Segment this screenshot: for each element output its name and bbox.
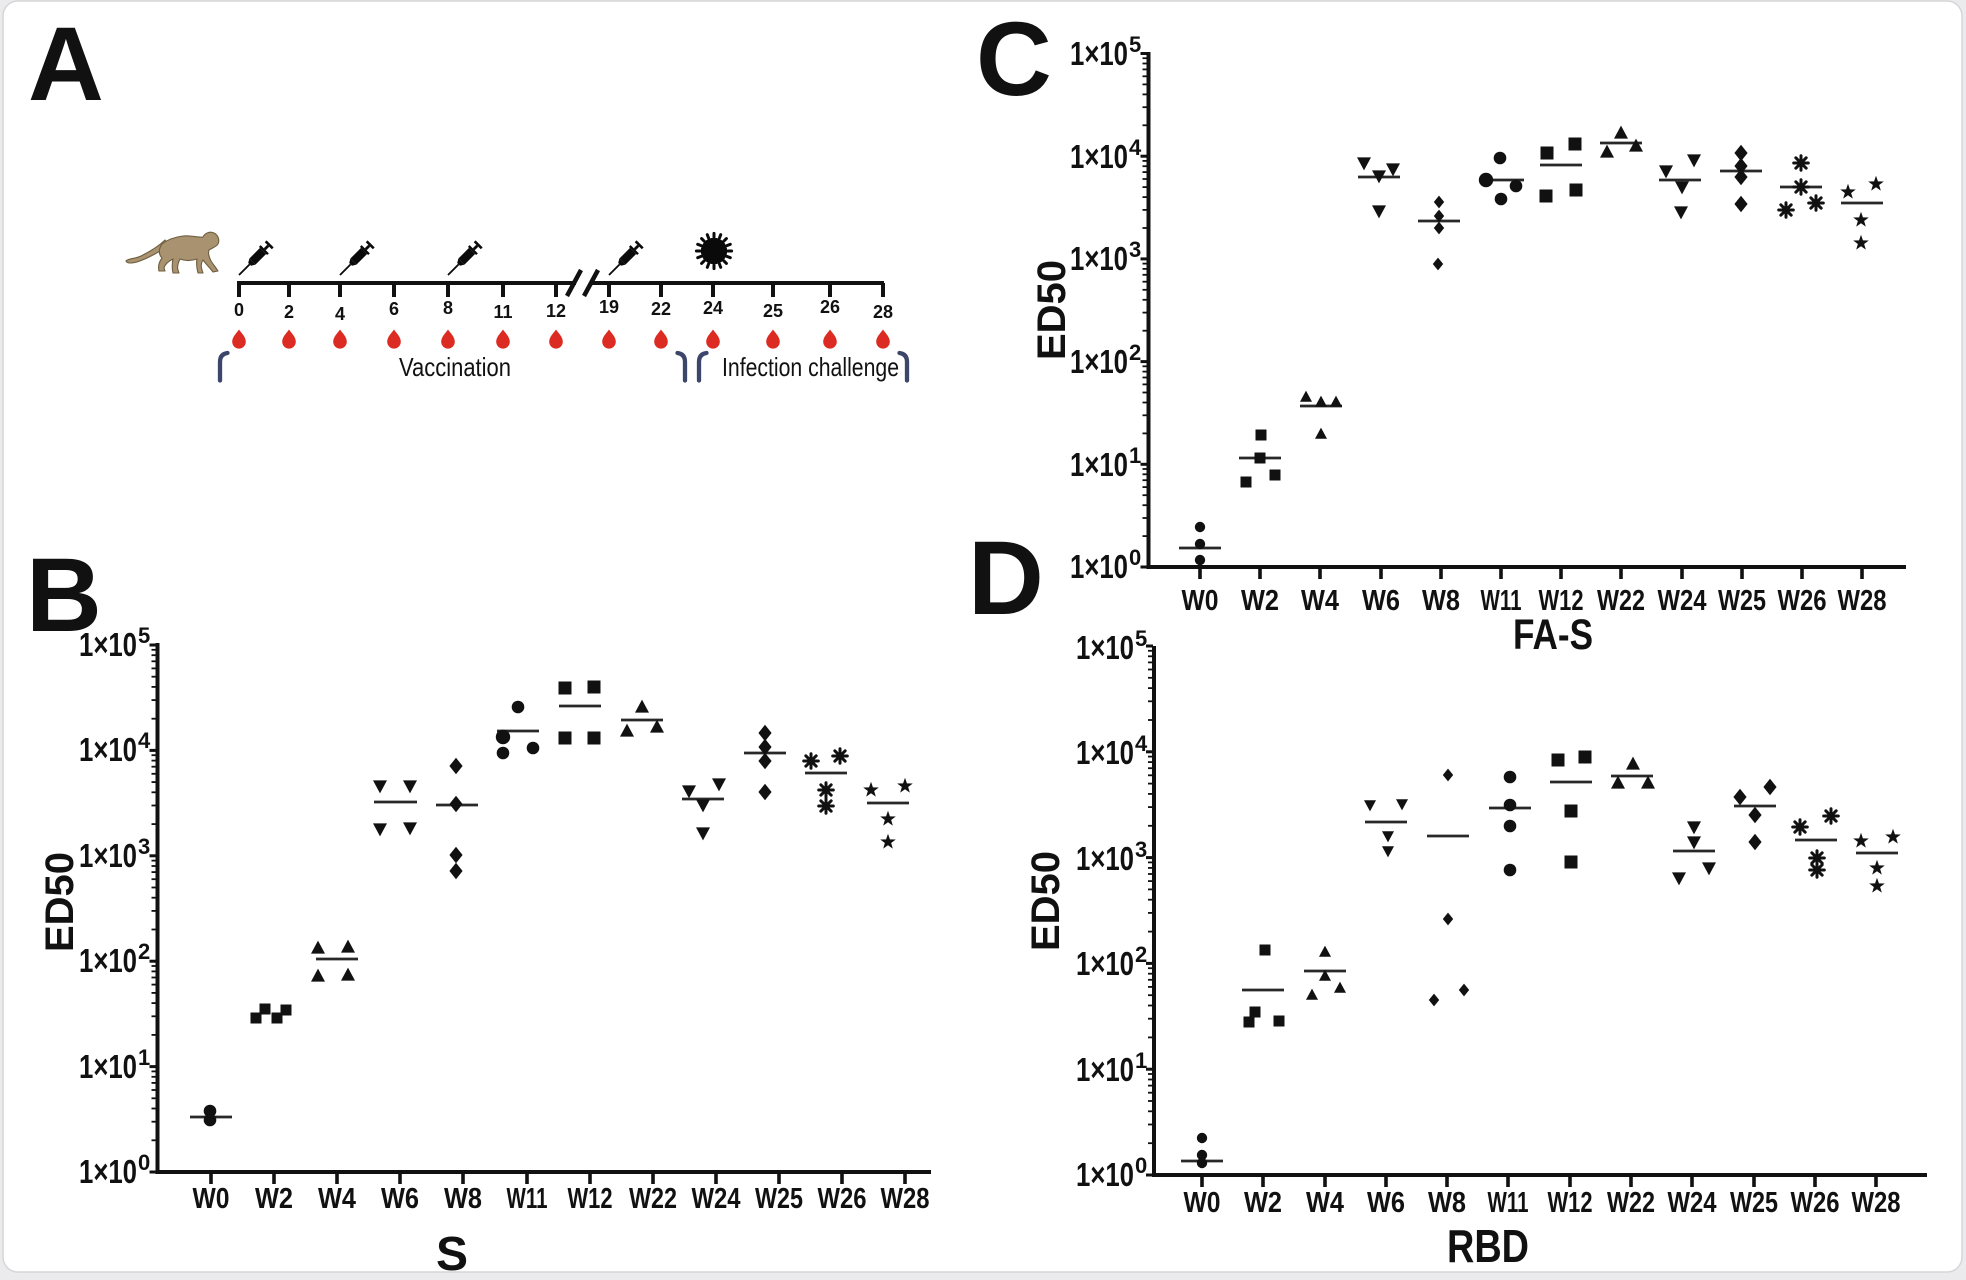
svg-text:Infection challenge: Infection challenge [722,352,899,382]
svg-text:W4: W4 [318,1183,356,1215]
svg-text:3: 3 [138,834,150,859]
svg-text:2: 2 [284,302,294,322]
svg-text:W8: W8 [1428,1187,1466,1219]
svg-text:24: 24 [703,298,723,318]
svg-text:W11: W11 [507,1183,548,1215]
svg-text:W26: W26 [1778,585,1827,617]
svg-text:S: S [436,1228,468,1280]
svg-text:W25: W25 [1730,1187,1778,1219]
svg-text:1: 1 [1129,443,1141,468]
svg-text:D: D [968,520,1044,637]
svg-text:0: 0 [234,300,244,320]
svg-text:1×10: 1×10 [1076,840,1134,877]
svg-text:28: 28 [873,302,893,322]
svg-text:1×10: 1×10 [79,731,137,768]
svg-text:4: 4 [1129,135,1142,160]
svg-text:W0: W0 [1182,585,1219,617]
svg-text:4: 4 [138,728,151,753]
svg-text:1×10: 1×10 [1070,240,1128,277]
svg-text:W0: W0 [1184,1187,1221,1219]
svg-text:1×10: 1×10 [79,1153,137,1190]
svg-text:A: A [28,6,104,123]
svg-text:W26: W26 [1791,1187,1840,1219]
svg-text:4: 4 [1135,731,1148,756]
svg-text:ED50: ED50 [1030,260,1074,360]
svg-text:W25: W25 [755,1183,803,1215]
svg-text:W24: W24 [1668,1187,1717,1219]
svg-text:W12: W12 [568,1183,613,1215]
svg-text:1×10: 1×10 [1076,629,1134,666]
svg-text:W28: W28 [1838,585,1887,617]
svg-text:1×10: 1×10 [79,837,137,874]
svg-text:B: B [26,537,102,654]
svg-text:1×10: 1×10 [1076,734,1134,771]
svg-text:0: 0 [1135,1153,1147,1178]
svg-text:22: 22 [651,299,671,319]
svg-text:2: 2 [1129,340,1141,365]
svg-text:W22: W22 [1597,585,1645,617]
svg-text:0: 0 [1129,545,1141,570]
svg-text:2: 2 [138,939,150,964]
svg-text:1×10: 1×10 [1076,945,1134,982]
svg-text:1×10: 1×10 [1070,343,1128,380]
svg-text:4: 4 [335,304,345,324]
svg-text:W6: W6 [381,1183,419,1215]
svg-text:W6: W6 [1362,585,1400,617]
svg-text:ED50: ED50 [1024,851,1068,951]
svg-text:W11: W11 [1488,1187,1529,1219]
svg-text:W12: W12 [1548,1187,1593,1219]
svg-text:1×10: 1×10 [79,942,137,979]
svg-text:W2: W2 [1244,1187,1282,1219]
svg-text:1×10: 1×10 [1070,35,1128,72]
svg-text:1×10: 1×10 [1070,446,1128,483]
svg-text:W24: W24 [692,1183,741,1215]
svg-text:1×10: 1×10 [1070,138,1128,175]
svg-text:W28: W28 [1852,1187,1901,1219]
svg-text:RBD: RBD [1447,1220,1529,1272]
svg-text:8: 8 [443,298,453,318]
svg-text:1×10: 1×10 [1076,1156,1134,1193]
svg-text:5: 5 [138,623,150,648]
svg-text:W24: W24 [1658,585,1707,617]
svg-text:FA-S: FA-S [1513,611,1593,659]
svg-text:1: 1 [1135,1048,1147,1073]
svg-text:3: 3 [1129,237,1141,262]
svg-text:11: 11 [493,302,512,322]
svg-text:25: 25 [763,301,783,321]
svg-text:W6: W6 [1367,1187,1405,1219]
svg-text:3: 3 [1135,837,1147,862]
svg-text:1×10: 1×10 [1076,1051,1134,1088]
svg-text:W4: W4 [1306,1187,1344,1219]
svg-text:1: 1 [138,1045,150,1070]
svg-text:1×10: 1×10 [79,626,137,663]
svg-text:2: 2 [1135,942,1147,967]
svg-text:1×10: 1×10 [1070,548,1128,585]
svg-text:W0: W0 [193,1183,230,1215]
svg-text:W2: W2 [1241,585,1279,617]
svg-text:6: 6 [389,299,399,319]
svg-text:1×10: 1×10 [79,1048,137,1085]
svg-text:W2: W2 [255,1183,293,1215]
svg-text:W4: W4 [1301,585,1339,617]
svg-text:19: 19 [599,297,619,317]
svg-text:W12: W12 [1539,585,1584,617]
svg-text:26: 26 [820,297,840,317]
svg-text:W22: W22 [629,1183,677,1215]
svg-text:W22: W22 [1607,1187,1655,1219]
svg-text:12: 12 [546,301,566,321]
svg-text:0: 0 [138,1150,150,1175]
svg-text:W28: W28 [881,1183,930,1215]
svg-text:C: C [976,1,1052,118]
svg-text:W25: W25 [1718,585,1766,617]
svg-text:5: 5 [1129,32,1141,57]
svg-text:5: 5 [1135,626,1147,651]
svg-text:W8: W8 [1422,585,1460,617]
svg-text:W11: W11 [1481,585,1522,617]
svg-text:ED50: ED50 [38,852,82,952]
svg-text:Vaccination: Vaccination [399,352,511,382]
svg-text:W26: W26 [818,1183,867,1215]
svg-text:W8: W8 [444,1183,482,1215]
